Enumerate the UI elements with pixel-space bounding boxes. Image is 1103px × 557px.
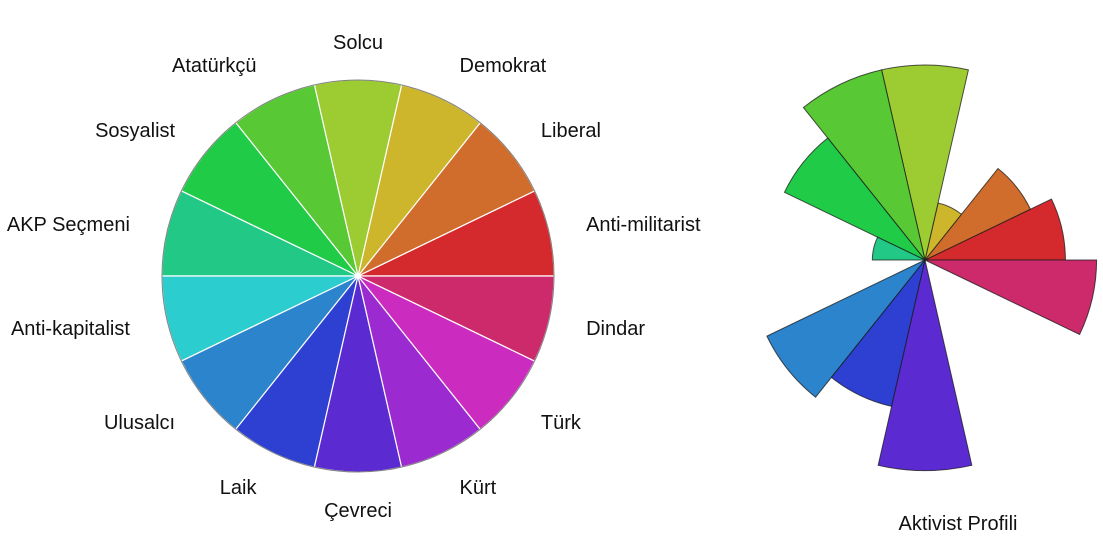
polar-area-chart bbox=[766, 64, 1098, 472]
rose-petal-sosyalist bbox=[783, 137, 926, 261]
pie-label-cevreci: Çevreci bbox=[324, 500, 392, 522]
pie-label-liberal: Liberal bbox=[541, 120, 601, 142]
pie-label-ulusalci: Ulusalcı bbox=[104, 412, 175, 434]
rose-petal-ulusalci bbox=[766, 259, 926, 398]
pie-chart: Anti-militarist Liberal Demokrat Solcu Atatü… bbox=[7, 32, 701, 522]
pie-outline bbox=[161, 79, 555, 473]
rose-petal-cevreci bbox=[877, 259, 973, 472]
pie-label-anti-militarist: Anti-militarist bbox=[586, 214, 701, 236]
pie-label-solcu: Solcu bbox=[333, 32, 383, 54]
pie-label-anti-kapitalist: Anti-kapitalist bbox=[11, 318, 130, 340]
rose-petal-liberal bbox=[924, 167, 1032, 261]
pie-label-sosyalist: Sosyalist bbox=[95, 120, 175, 142]
polar-chart-title: Aktivist Profili bbox=[899, 513, 1018, 535]
pie-label-laik: Laik bbox=[220, 477, 258, 499]
pie-label-demokrat: Demokrat bbox=[460, 55, 547, 77]
pie-label-akp-secmeni: AKP Seçmeni bbox=[7, 214, 130, 236]
pie-label-turk: Türk bbox=[541, 412, 582, 434]
pie-label-dindar: Dindar bbox=[586, 318, 645, 340]
pie-label-kurt: Kürt bbox=[460, 477, 497, 499]
rose-petal-akp-secmeni bbox=[871, 236, 926, 261]
pie-label-ataturkcu: Atatürkçü bbox=[172, 55, 256, 77]
rose-petal-dindar bbox=[924, 259, 1098, 336]
rose-petal-ataturkcu bbox=[802, 69, 926, 261]
